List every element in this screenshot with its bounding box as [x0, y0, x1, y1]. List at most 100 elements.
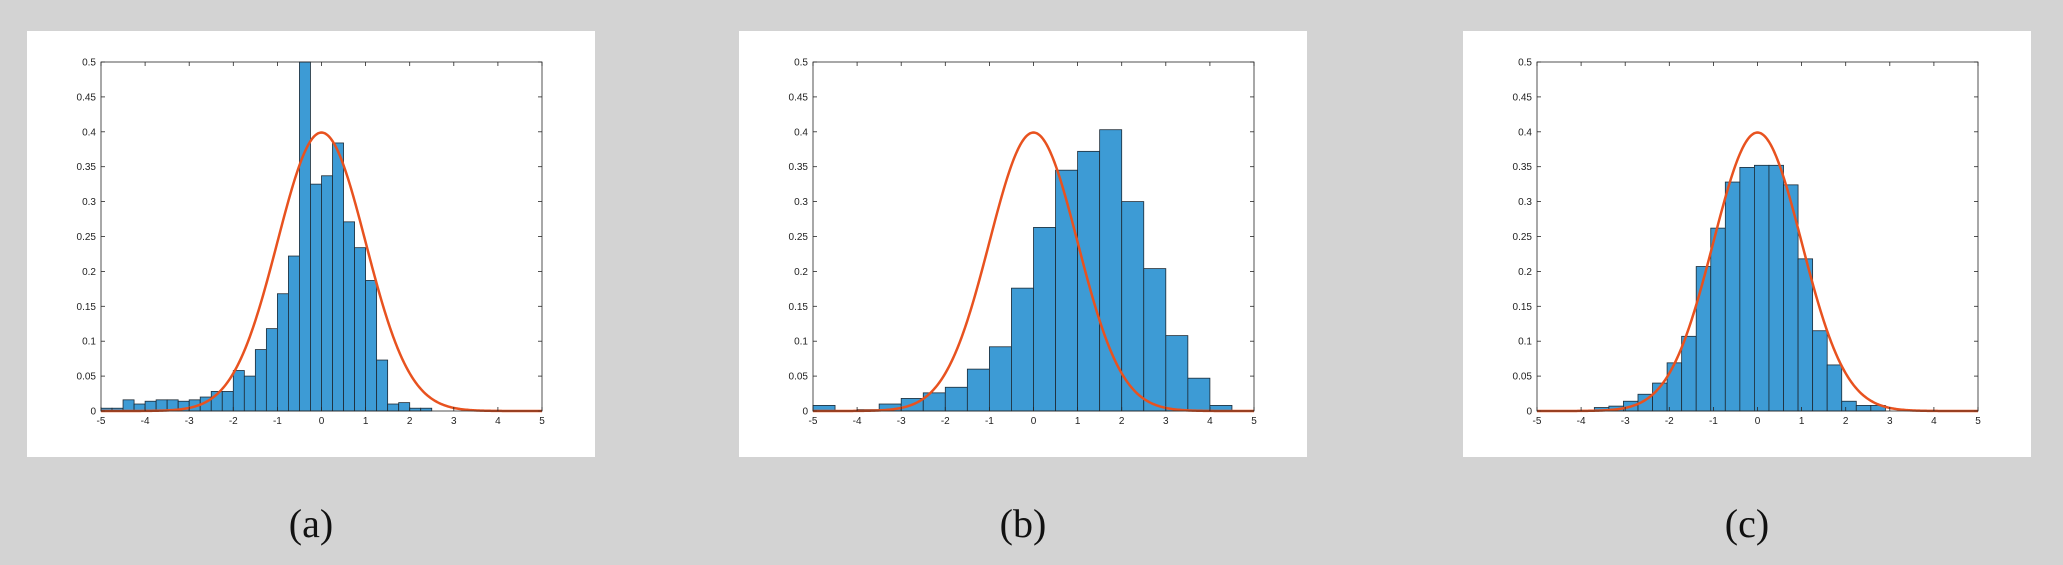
y-tick-label: 0.2 [82, 267, 96, 278]
x-tick-label: 2 [1119, 416, 1125, 427]
y-tick-label: 0.45 [77, 92, 97, 103]
histogram-bar [310, 183, 322, 412]
y-tick-label: 0.4 [1518, 127, 1532, 138]
histogram-bar [387, 403, 400, 412]
x-tick-label: 4 [495, 416, 501, 427]
x-tick-label: 5 [1975, 416, 1981, 427]
histogram-bar [1187, 377, 1211, 412]
histogram-bar [1841, 400, 1857, 412]
x-tick-label: 1 [363, 416, 369, 427]
x-tick-label: -5 [1533, 416, 1542, 427]
x-tick-label: -5 [97, 416, 106, 427]
x-tick-label: 4 [1931, 416, 1937, 427]
y-tick-label: 0.05 [789, 372, 809, 383]
x-tick-label: 5 [539, 416, 545, 427]
histogram-bar [420, 407, 433, 412]
y-tick-label: 0.1 [1518, 337, 1532, 348]
y-tick-label: 0 [802, 407, 808, 418]
y-tick-label: 0.2 [794, 267, 808, 278]
x-tick-label: -3 [185, 416, 194, 427]
x-tick-label: -4 [853, 416, 862, 427]
histogram-bar [288, 255, 300, 412]
y-tick-label: 0.3 [82, 197, 96, 208]
caption-b: (b) [999, 501, 1047, 546]
x-tick-label: -5 [809, 416, 818, 427]
y-tick-label: 0.5 [1518, 58, 1532, 69]
histogram-chart-a: -5 -4 -3 -2 -1 0 1 2 3 4 5 0 0.05 0.1 0.15 0.2 0.25 0.3 0.… [77, 58, 546, 428]
histogram-bar [343, 221, 355, 412]
histogram-bar [1812, 330, 1828, 412]
histogram-bar [1033, 227, 1056, 412]
histogram-panel-a: -5 -4 -3 -2 -1 0 1 2 3 4 5 0 0.05 0.1 0.15 0.2 0.25 0.3 0.… [27, 31, 595, 457]
x-tick-label: -4 [141, 416, 150, 427]
histogram-bar [988, 346, 1012, 412]
x-tick-label: 3 [451, 416, 457, 427]
normal-pdf-curve [813, 131, 1254, 413]
histogram-bar [232, 370, 245, 412]
histogram-bar [1695, 266, 1712, 412]
normal-pdf-curve [101, 131, 542, 413]
y-tick-label: 0.2 [1518, 267, 1532, 278]
histogram-bar [221, 391, 234, 412]
histogram-bar [1855, 405, 1872, 412]
histogram-bar [398, 402, 411, 412]
y-tick-label: 0.25 [77, 232, 97, 243]
x-tick-label: 1 [1075, 416, 1081, 427]
caption-c: (c) [1724, 501, 1770, 546]
y-tick-label: 0.25 [789, 232, 809, 243]
x-tick-label: -1 [985, 416, 994, 427]
histogram-bar [1165, 335, 1189, 412]
y-tick-label: 0.3 [794, 197, 808, 208]
caption-a: (a) [288, 501, 334, 546]
y-tick-label: 0.5 [794, 58, 808, 69]
histogram-chart-b: -5 -4 -3 -2 -1 0 1 2 3 4 5 0 0.05 0.1 0.15 0.2 0.25 0.3 0.… [789, 58, 1258, 428]
histogram-bar [966, 368, 990, 412]
histogram-bar [332, 142, 344, 412]
y-tick-label: 0.45 [1513, 92, 1533, 103]
y-tick-label: 0.35 [1513, 162, 1533, 173]
x-tick-label: 0 [319, 416, 325, 427]
x-tick-label: -1 [273, 416, 282, 427]
normal-pdf-curve [1537, 131, 1978, 413]
histogram-bar [1710, 227, 1726, 412]
y-tick-label: 0.35 [77, 162, 97, 173]
histogram-bar [354, 247, 367, 412]
x-tick-label: -3 [1621, 416, 1630, 427]
x-tick-label: 4 [1207, 416, 1213, 427]
x-tick-label: -1 [1709, 416, 1718, 427]
histogram-panel-c: -5 -4 -3 -2 -1 0 1 2 3 4 5 0 0.05 0.1 0.15 0.2 0.25 0.3 0.… [1463, 31, 2031, 457]
y-tick-label: 0.25 [1513, 232, 1533, 243]
x-tick-label: 2 [1843, 416, 1849, 427]
histogram-bar [1724, 181, 1741, 412]
y-tick-label: 0 [90, 407, 96, 418]
y-tick-label: 0.45 [789, 92, 809, 103]
x-tick-label: -3 [897, 416, 906, 427]
y-tick-label: 0.1 [794, 337, 808, 348]
histogram-bar [1826, 364, 1843, 412]
y-tick-label: 0.35 [789, 162, 809, 173]
x-tick-label: -2 [229, 416, 238, 427]
histogram-bar [944, 386, 968, 412]
histogram-bar [299, 61, 311, 412]
histogram-bar [1739, 166, 1755, 412]
histogram-panel-b: -5 -4 -3 -2 -1 0 1 2 3 4 5 0 0.05 0.1 0.15 0.2 0.25 0.3 0.… [739, 31, 1307, 457]
histogram-bar [144, 400, 157, 412]
x-tick-label: 3 [1887, 416, 1893, 427]
histogram-bar [122, 399, 135, 412]
histogram-bar [243, 375, 256, 412]
histogram-bar [365, 280, 378, 412]
histogram-bar [321, 175, 333, 412]
histogram-bar [276, 293, 289, 412]
histogram-bar [265, 328, 278, 412]
y-tick-label: 0 [1526, 407, 1532, 418]
x-tick-label: -4 [1577, 416, 1586, 427]
y-tick-label: 0.1 [82, 337, 96, 348]
y-tick-label: 0.05 [77, 372, 97, 383]
y-tick-label: 0.15 [789, 302, 809, 313]
histogram-bar [1754, 164, 1770, 412]
y-tick-label: 0.3 [1518, 197, 1532, 208]
y-tick-label: 0.4 [82, 127, 96, 138]
histogram-chart-c: -5 -4 -3 -2 -1 0 1 2 3 4 5 0 0.05 0.1 0.15 0.2 0.25 0.3 0.… [1513, 58, 1982, 428]
histogram-bar [1768, 164, 1784, 412]
histogram-bar [1143, 268, 1167, 412]
